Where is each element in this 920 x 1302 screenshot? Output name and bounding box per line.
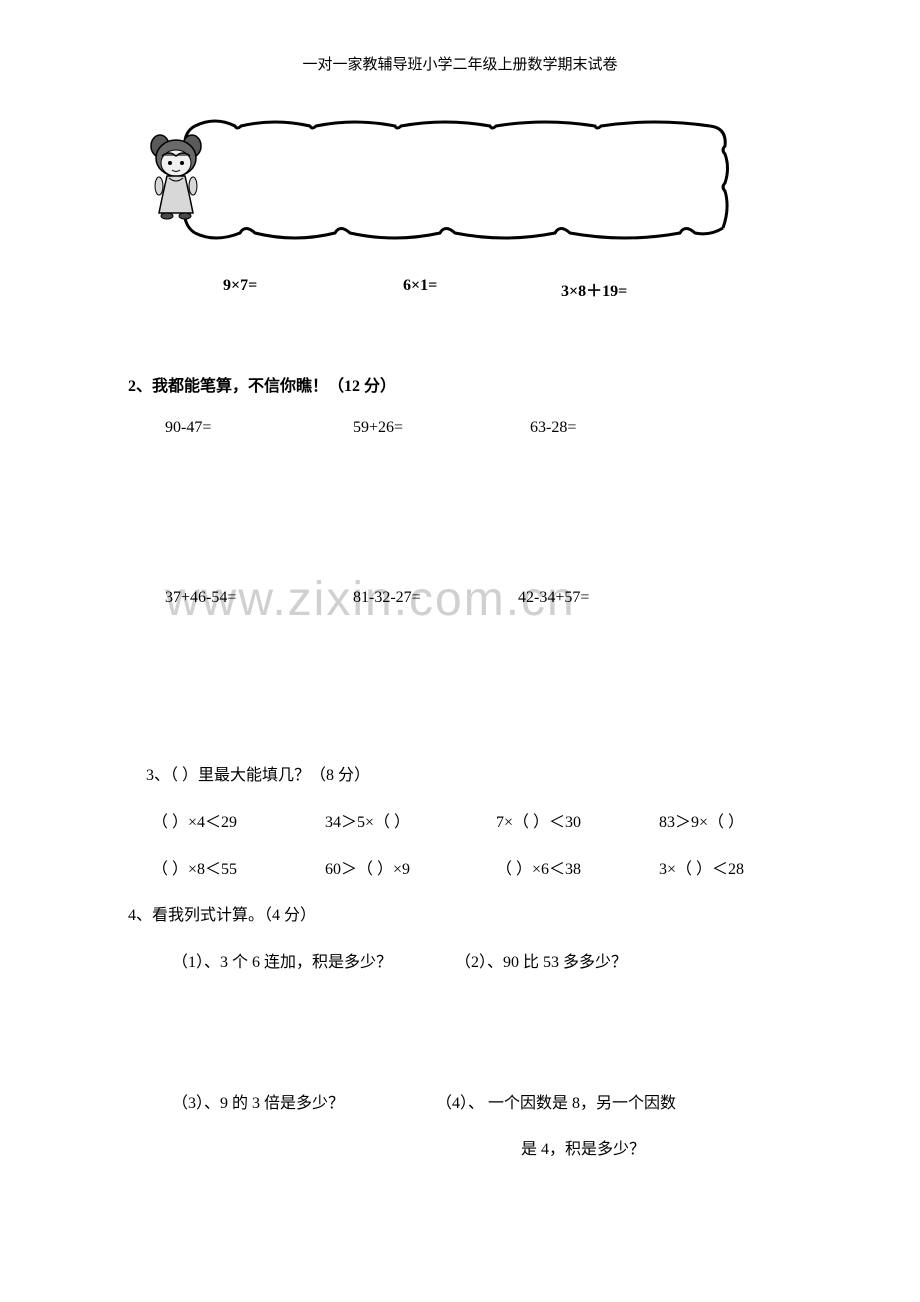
girl-icon <box>151 135 201 219</box>
page-header: 一对一家教辅导班小学二年级上册数学期末试卷 <box>0 53 920 74</box>
question-4-4b: 是 4，积是多少？ <box>521 1135 645 1159</box>
section2-title: 2、我都能笔算，不信你瞧！（12 分） <box>128 372 396 396</box>
calc-2-2b: 81-32-27= <box>353 589 421 607</box>
question-4-4a: （4）、 一个因数是 8，另一个因数 <box>436 1089 676 1113</box>
section3-title: 3、（ ）里最大能填几？（8 分） <box>146 761 370 785</box>
ineq-2b: 60＞（ ）×9 <box>325 855 410 879</box>
calc-2-1b: 59+26= <box>353 419 403 437</box>
section4-title: 4、看我列式计算。（4 分） <box>128 901 316 925</box>
equation-2: 6×1= <box>403 277 437 295</box>
ineq-2a: （ ）×8＜55 <box>152 855 237 879</box>
question-4-3: （3）、9 的 3 倍是多少？ <box>172 1089 344 1113</box>
calc-2-1a: 90-47= <box>165 419 211 437</box>
decorative-banner <box>145 108 745 253</box>
ineq-1d: 83＞9×（ ） <box>659 808 744 832</box>
ineq-1b: 34＞5×（ ） <box>325 808 410 832</box>
ineq-2d: 3×（ ）＜28 <box>659 855 744 879</box>
ineq-1a: （ ）×4＜29 <box>152 808 237 832</box>
calc-2-2a: 37+46-54= <box>165 589 236 607</box>
calc-2-1c: 63-28= <box>530 419 576 437</box>
question-4-1: （1）、3 个 6 连加，积是多少？ <box>172 948 392 972</box>
ineq-1c: 7×（ ）＜30 <box>496 808 581 832</box>
calc-2-2c: 42-34+57= <box>518 589 589 607</box>
equation-1: 9×7= <box>223 277 257 295</box>
question-4-2: （2）、90 比 53 多多少？ <box>455 948 627 972</box>
ineq-2c: （ ）×6＜38 <box>496 855 581 879</box>
equation-3: 3×8＋19= <box>561 277 627 301</box>
